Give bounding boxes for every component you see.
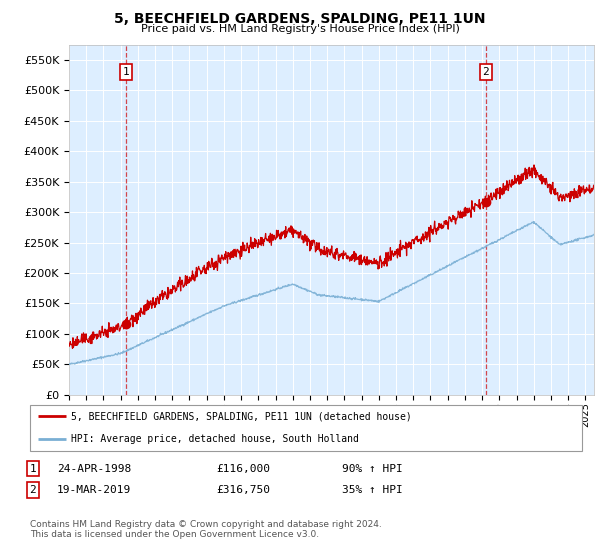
Text: HPI: Average price, detached house, South Holland: HPI: Average price, detached house, Sout… <box>71 435 359 444</box>
Text: 5, BEECHFIELD GARDENS, SPALDING, PE11 1UN (detached house): 5, BEECHFIELD GARDENS, SPALDING, PE11 1U… <box>71 412 412 421</box>
Text: 1: 1 <box>29 464 37 474</box>
FancyBboxPatch shape <box>30 405 582 451</box>
Text: 90% ↑ HPI: 90% ↑ HPI <box>342 464 403 474</box>
Text: Price paid vs. HM Land Registry's House Price Index (HPI): Price paid vs. HM Land Registry's House … <box>140 24 460 34</box>
Text: 35% ↑ HPI: 35% ↑ HPI <box>342 485 403 495</box>
Text: 24-APR-1998: 24-APR-1998 <box>57 464 131 474</box>
Text: 5, BEECHFIELD GARDENS, SPALDING, PE11 1UN: 5, BEECHFIELD GARDENS, SPALDING, PE11 1U… <box>114 12 486 26</box>
Text: Contains HM Land Registry data © Crown copyright and database right 2024.
This d: Contains HM Land Registry data © Crown c… <box>30 520 382 539</box>
Text: 1: 1 <box>122 67 130 77</box>
Text: 19-MAR-2019: 19-MAR-2019 <box>57 485 131 495</box>
Text: £116,000: £116,000 <box>216 464 270 474</box>
Text: £316,750: £316,750 <box>216 485 270 495</box>
Text: 2: 2 <box>29 485 37 495</box>
Text: 2: 2 <box>482 67 489 77</box>
